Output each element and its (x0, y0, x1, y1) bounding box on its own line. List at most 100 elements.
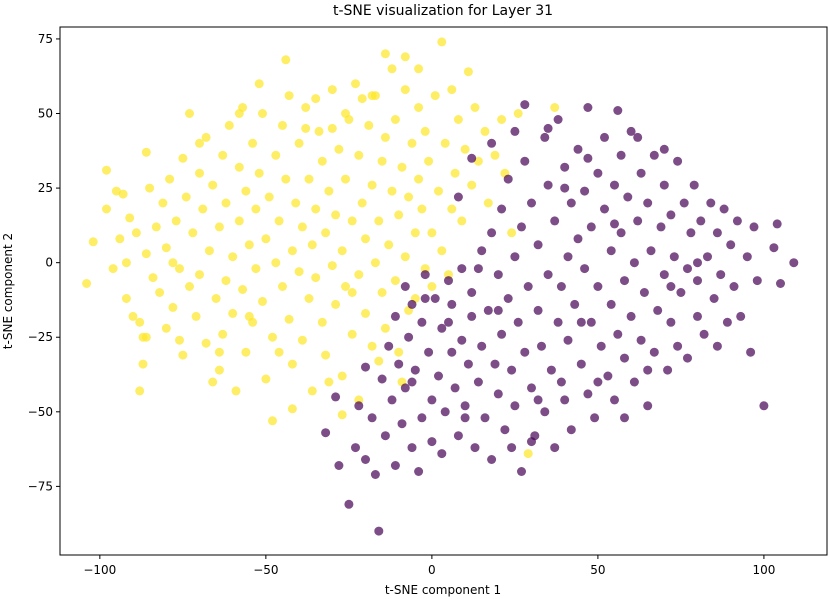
scatter-point-series-2 (576, 359, 586, 369)
scatter-point-series-2 (673, 156, 683, 166)
scatter-point-series-1 (324, 186, 334, 196)
scatter-point-series-1 (327, 261, 337, 271)
x-tick-label: 0 (428, 563, 436, 577)
scatter-point-series-1 (221, 198, 231, 208)
scatter-point-series-2 (410, 365, 420, 375)
scatter-point-series-2 (483, 305, 493, 315)
scatter-point-series-2 (370, 470, 380, 479)
scatter-point-series-2 (427, 437, 437, 447)
scatter-point-series-2 (533, 305, 543, 315)
scatter-point-series-2 (490, 359, 500, 369)
scatter-point-series-1 (82, 279, 92, 288)
scatter-point-series-1 (380, 323, 390, 333)
scatter-point-series-2 (404, 332, 414, 342)
scatter-point-series-1 (234, 162, 244, 172)
scatter-point-series-1 (128, 311, 138, 321)
scatter-point-series-1 (354, 270, 364, 280)
scatter-point-series-1 (287, 359, 297, 369)
scatter-point-series-2 (487, 138, 497, 148)
scatter-point-series-1 (138, 359, 148, 369)
scatter-point-series-1 (404, 192, 414, 202)
scatter-point-series-2 (726, 240, 736, 250)
scatter-point-series-2 (703, 252, 712, 262)
scatter-point-series-2 (659, 180, 669, 190)
scatter-point-series-1 (420, 126, 430, 136)
scatter-point-series-1 (437, 37, 447, 47)
scatter-point-series-2 (407, 299, 417, 309)
scatter-point-series-2 (440, 407, 450, 417)
scatter-point-series-1 (121, 294, 131, 303)
scatter-point-series-1 (201, 132, 211, 142)
scatter-point-series-1 (287, 246, 297, 256)
scatter-point-series-1 (151, 222, 161, 232)
scatter-point-series-1 (135, 386, 145, 396)
scatter-point-series-1 (161, 323, 171, 333)
y-tick-label: 50 (38, 107, 53, 121)
scatter-point-series-1 (158, 198, 168, 208)
scatter-point-series-1 (387, 186, 397, 196)
scatter-point-series-2 (400, 282, 410, 291)
scatter-point-series-2 (420, 270, 430, 280)
scatter-point-series-2 (659, 144, 669, 154)
scatter-point-series-1 (145, 183, 155, 193)
scatter-point-series-2 (550, 443, 560, 453)
scatter-point-series-1 (400, 252, 410, 262)
scatter-point-series-2 (586, 222, 596, 232)
scatter-point-series-1 (218, 329, 228, 339)
scatter-point-series-1 (321, 228, 331, 238)
scatter-point-series-1 (347, 329, 357, 339)
scatter-point-series-2 (444, 317, 453, 327)
scatter-point-series-2 (390, 311, 400, 321)
scatter-point-series-2 (487, 455, 497, 464)
scatter-point-series-1 (178, 350, 188, 360)
scatter-point-series-2 (361, 362, 370, 372)
scatter-point-series-2 (666, 317, 676, 327)
scatter-point-series-1 (118, 189, 128, 199)
scatter-point-series-2 (789, 258, 799, 268)
scatter-point-series-1 (460, 144, 470, 154)
scatter-point-series-2 (546, 365, 556, 375)
scatter-point-series-2 (772, 219, 782, 229)
scatter-point-series-2 (457, 264, 467, 274)
scatter-point-series-2 (639, 288, 649, 297)
scatter-point-series-1 (191, 311, 201, 321)
scatter-point-series-2 (633, 216, 643, 226)
scatter-point-series-2 (583, 153, 593, 163)
scatter-point-series-2 (553, 317, 563, 327)
scatter-point-series-1 (294, 267, 304, 277)
scatter-point-series-2 (693, 276, 702, 286)
scatter-point-series-2 (533, 240, 543, 250)
scatter-point-series-2 (643, 198, 653, 208)
scatter-point-series-2 (686, 228, 696, 238)
scatter-point-series-2 (527, 437, 536, 447)
scatter-point-series-1 (311, 204, 321, 214)
scatter-point-series-1 (214, 222, 224, 232)
scatter-point-series-2 (477, 246, 487, 256)
scatter-point-series-2 (517, 467, 526, 476)
scatter-point-series-1 (334, 144, 344, 154)
scatter-point-series-2 (573, 144, 583, 154)
scatter-point-series-1 (268, 416, 277, 426)
scatter-point-series-1 (141, 249, 151, 259)
scatter-point-series-1 (367, 91, 377, 101)
scatter-point-series-2 (407, 443, 417, 453)
scatter-point-series-2 (543, 180, 553, 190)
scatter-point-series-2 (380, 431, 390, 441)
scatter-point-series-1 (367, 180, 377, 190)
scatter-point-series-1 (274, 216, 284, 226)
scatter-point-series-1 (301, 103, 311, 112)
scatter-point-series-1 (457, 216, 467, 226)
scatter-point-series-1 (341, 109, 350, 118)
scatter-point-series-2 (497, 329, 507, 339)
scatter-point-series-1 (251, 204, 261, 214)
scatter-point-series-1 (424, 156, 434, 166)
scatter-point-series-1 (241, 186, 251, 196)
scatter-point-series-2 (513, 317, 523, 327)
scatter-point-series-1 (175, 264, 184, 274)
scatter-point-series-1 (414, 103, 424, 112)
scatter-point-series-1 (390, 115, 400, 124)
scatter-point-series-1 (291, 198, 301, 208)
x-tick-label: 100 (752, 563, 775, 577)
scatter-point-series-2 (620, 353, 629, 363)
scatter-point-series-1 (234, 109, 244, 118)
